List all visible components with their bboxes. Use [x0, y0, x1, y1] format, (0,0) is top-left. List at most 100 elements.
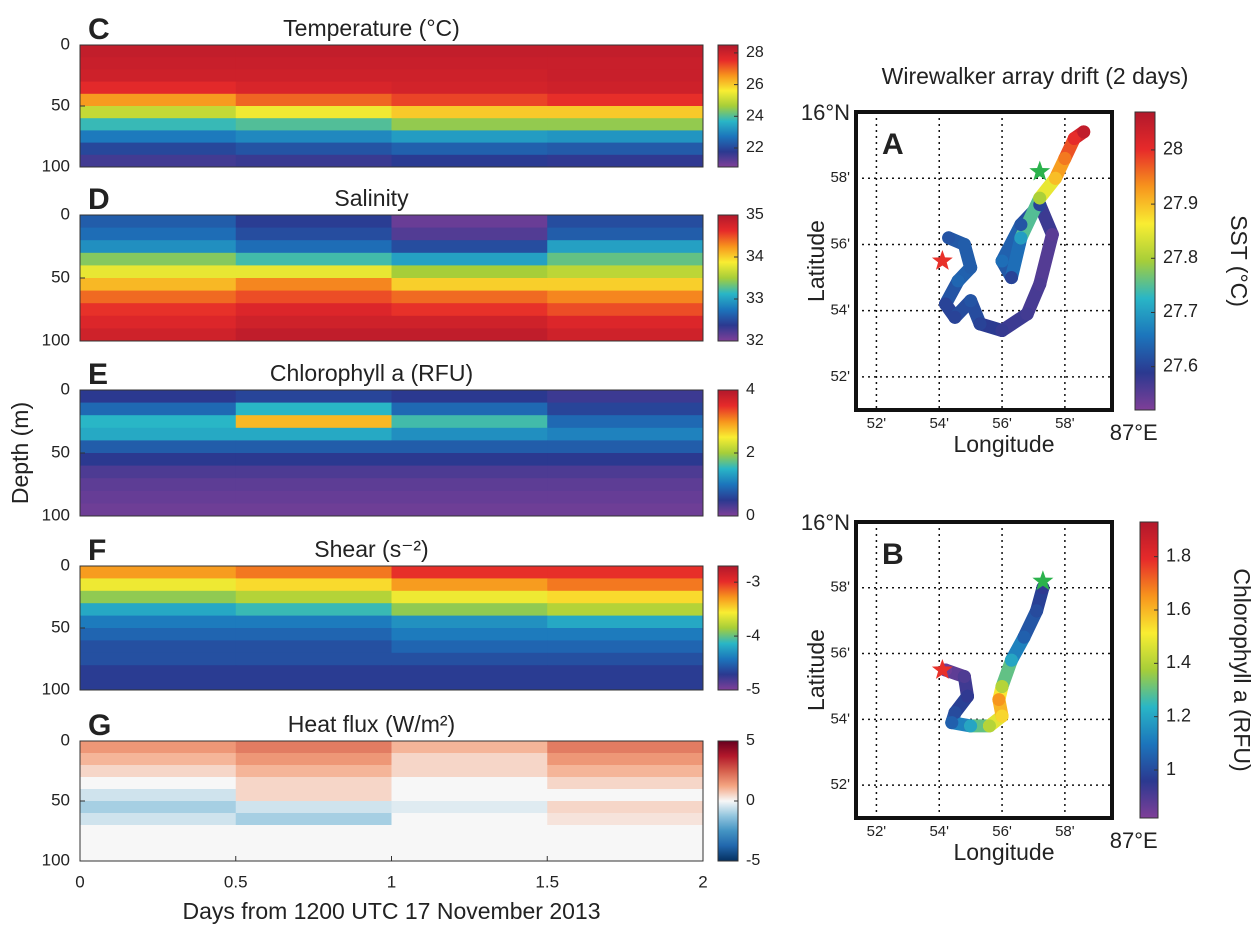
- heatmap-cell: [80, 106, 237, 119]
- y-tick-label: 54': [830, 710, 850, 727]
- track-point: [951, 274, 965, 288]
- x-tick-label: 1.5: [535, 872, 559, 891]
- heatmap-cell: [547, 801, 704, 814]
- colorbar-tick-label: 2: [746, 444, 755, 461]
- colorbar: [717, 44, 739, 168]
- track-point: [1045, 228, 1059, 242]
- x-tick-label: 1: [387, 872, 396, 891]
- heatmap-cell: [80, 640, 237, 654]
- star-marker: [1029, 160, 1051, 181]
- track-point: [945, 716, 959, 730]
- heatmap-cell: [235, 390, 392, 404]
- track-point: [1020, 307, 1034, 321]
- track-point: [1004, 653, 1018, 667]
- x-tick-label: 87°E: [1110, 828, 1158, 853]
- heatmap-cell: [391, 328, 548, 342]
- colorbar-tick-label: -5: [746, 681, 760, 698]
- heatmap-cell: [80, 825, 237, 838]
- heatmap-cell: [391, 753, 548, 766]
- colorbar-tick-label: -5: [746, 852, 760, 869]
- x-tick-label: 54': [929, 415, 949, 432]
- heatmap-cell: [80, 265, 237, 279]
- heatmap-cell: [391, 566, 548, 579]
- heatmap-cell: [391, 652, 548, 666]
- heatmap-cell: [235, 590, 392, 604]
- track-point: [957, 670, 971, 684]
- heatmap-cell: [80, 118, 237, 131]
- colorbar-tick-label: 1.4: [1166, 652, 1191, 672]
- heatmap-cell: [235, 315, 392, 329]
- track-point: [964, 294, 978, 308]
- star-marker: [931, 659, 953, 679]
- heatmap-cell: [235, 503, 392, 517]
- heatmap-cell: [547, 753, 704, 766]
- heatmap-cell: [391, 478, 548, 492]
- track-point: [973, 317, 987, 331]
- colorbar-label: Chlorophyll a (RFU): [1229, 568, 1255, 771]
- heatmap-cell: [235, 427, 392, 441]
- heatmap-cell: [235, 69, 392, 83]
- heatmap-cell: [235, 603, 392, 617]
- heatmap-cell: [80, 590, 237, 604]
- heatmap-cell: [391, 415, 548, 429]
- heatmap-cell: [80, 57, 237, 70]
- heatmap-cell: [235, 615, 392, 629]
- star-marker: [931, 250, 953, 270]
- heatmap-cell: [547, 440, 704, 454]
- heatmap-cell: [391, 789, 548, 802]
- heatmap-cell: [547, 777, 704, 790]
- x-axis-label: Longitude: [953, 431, 1054, 457]
- y-tick-label: 100: [42, 679, 70, 698]
- y-tick-label: 50: [51, 790, 70, 809]
- heatmap-cell: [235, 578, 392, 592]
- heatmap-cell: [235, 453, 392, 467]
- track-segment: [1004, 231, 1028, 285]
- track-point: [1077, 125, 1091, 139]
- heatmap-cell: [547, 315, 704, 329]
- heatmap-cell: [391, 265, 548, 279]
- heatmap-cell: [235, 753, 392, 766]
- colorbar-tick-label: 27.7: [1163, 301, 1198, 321]
- track-point: [1058, 151, 1072, 165]
- colorbar-tick-label: 1.2: [1166, 705, 1191, 725]
- heatmap-cell: [80, 440, 237, 454]
- y-tick-label: 50: [51, 267, 70, 286]
- heatmap-cell: [547, 652, 704, 666]
- colorbar-tick-label: 4: [746, 381, 755, 398]
- heatmap-cell: [547, 490, 704, 504]
- heatmap-cell: [547, 849, 704, 862]
- heatmap-cell: [80, 677, 237, 691]
- panel-letter: F: [88, 534, 106, 567]
- heatmap-cell: [547, 478, 704, 492]
- heatmap-cell: [235, 628, 392, 641]
- heatmap-cell: [391, 130, 548, 144]
- heatmap-cell: [391, 81, 548, 95]
- heatmap-cell: [235, 777, 392, 790]
- heatmap-cell: [235, 328, 392, 342]
- heatmap-cell: [80, 753, 237, 766]
- x-tick-label: 56': [992, 823, 1012, 840]
- track-point: [942, 231, 956, 245]
- heatmap-cell: [547, 69, 704, 83]
- x-tick-label: 54': [929, 823, 949, 840]
- heatmap-cell: [547, 677, 704, 691]
- heatmap-cell: [80, 813, 237, 826]
- heatmap-cell: [547, 278, 704, 292]
- x-tick-label: 0.5: [224, 872, 248, 891]
- heatmap-cell: [235, 849, 392, 862]
- colorbar-tick-label: 34: [746, 248, 764, 265]
- heatmap-cell: [235, 118, 392, 131]
- heatmap-cell: [235, 240, 392, 254]
- heatmap-cell: [547, 665, 704, 679]
- heatmap-cell: [235, 290, 392, 304]
- y-axis-label: Depth (m): [7, 402, 33, 504]
- heatmap-cell: [235, 789, 392, 802]
- track-point: [948, 310, 962, 324]
- colorbar-tick-label: 28: [746, 44, 764, 61]
- x-tick-label: 87°E: [1110, 420, 1158, 445]
- heatmap-cell: [235, 93, 392, 107]
- heatmap-cell: [391, 628, 548, 641]
- track-point: [939, 297, 953, 311]
- track-point: [1067, 131, 1081, 145]
